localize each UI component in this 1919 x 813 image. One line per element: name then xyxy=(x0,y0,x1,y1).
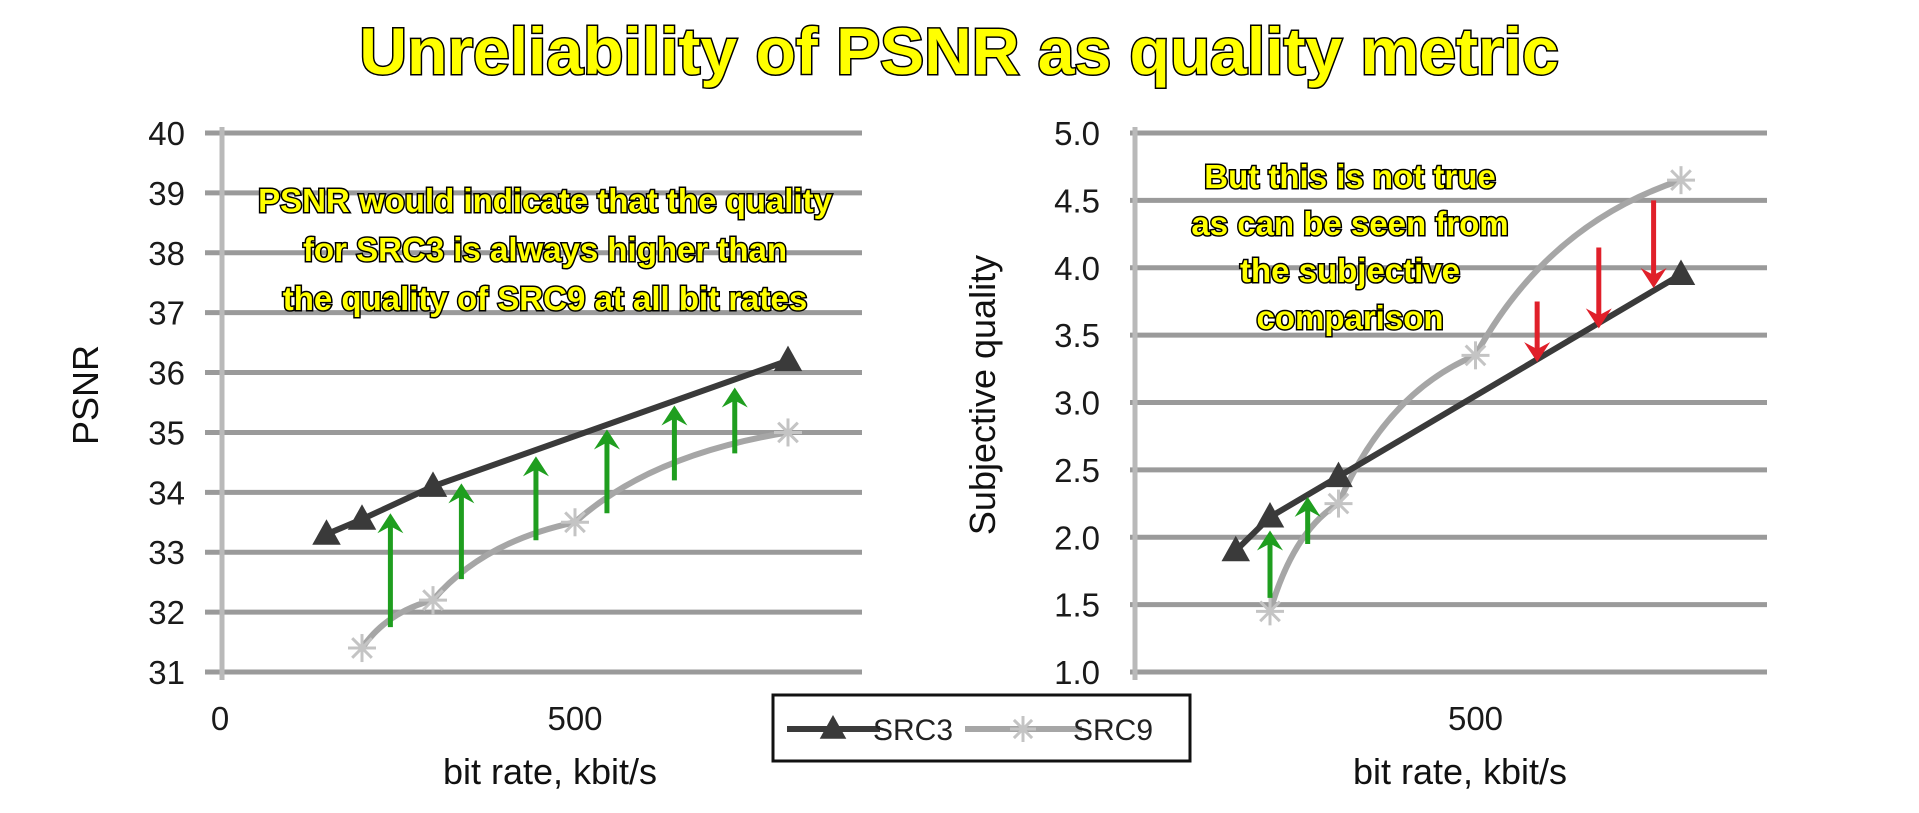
subjective-series-src9-point xyxy=(1256,597,1284,626)
psnr-arrow-up-head xyxy=(377,513,404,534)
subjective-series-src3-line xyxy=(1233,271,1683,553)
subjective-series-src3-point xyxy=(1324,461,1353,488)
subjective-y-tick-label: 3.5 xyxy=(1054,317,1100,354)
subjective-y-tick-label: 1.0 xyxy=(1054,654,1100,691)
psnr-y-axis-title: PSNR xyxy=(65,345,106,445)
subjective-x-axis-title: bit rate, kbit/s xyxy=(1353,751,1567,792)
psnr-series-src9-point xyxy=(348,634,376,663)
subjective-arrow-up-head xyxy=(1257,530,1283,551)
subjective-arrow-down xyxy=(1640,200,1667,288)
subjective-y-axis-title: Subjective quality xyxy=(962,255,1003,535)
psnr-series-src3-point xyxy=(347,504,377,530)
subjective-arrow-up xyxy=(1257,530,1283,598)
subjective-y-tick-label: 4.5 xyxy=(1054,182,1100,219)
psnr-y-tick-label: 31 xyxy=(148,654,185,691)
psnr-arrow-up xyxy=(593,429,620,514)
psnr-series-src3-point xyxy=(773,345,803,372)
psnr-y-tick-label: 38 xyxy=(148,235,185,272)
psnr-arrow-up-head xyxy=(661,405,688,426)
subjective-arrow-up-head xyxy=(1294,496,1321,517)
subjective-series-src3-point xyxy=(1255,502,1285,528)
psnr-y-tick-label: 40 xyxy=(148,115,185,152)
subjective-y-tick-label: 3.0 xyxy=(1054,385,1100,422)
legend-src3-marker xyxy=(819,715,847,739)
psnr-annotation-line: for SRC3 is always higher than xyxy=(303,231,787,268)
subjective-annotation-line: the subjective xyxy=(1240,252,1460,289)
legend-src9-star-stroke xyxy=(1012,718,1034,740)
chart-legend: SRC3 SRC9 xyxy=(771,693,1192,763)
psnr-series-src3-line xyxy=(325,357,790,538)
psnr-y-tick-label: 33 xyxy=(148,534,185,571)
psnr-arrow-up xyxy=(721,387,748,454)
psnr-arrow-up xyxy=(377,513,404,628)
subjective-y-tick-label: 2.0 xyxy=(1054,519,1100,556)
psnr-arrow-up xyxy=(522,456,549,541)
psnr-y-tick-label: 39 xyxy=(148,175,185,212)
subjective-arrow-down xyxy=(1524,301,1551,363)
psnr-series-src9-point-stroke xyxy=(564,511,586,534)
subjective-series-src9-point xyxy=(1461,341,1490,370)
psnr-x-tick-label: 500 xyxy=(547,700,602,737)
psnr-series-src9-point xyxy=(561,508,589,537)
psnr-y-tick-label: 36 xyxy=(148,355,185,392)
subjective-series-src3-point xyxy=(1221,535,1250,562)
subjective-y-tick-label: 4.0 xyxy=(1054,250,1100,287)
psnr-arrow-up-head xyxy=(448,483,475,504)
subjective-series-src3-point xyxy=(1666,259,1696,285)
subjective-y-tick-label: 1.5 xyxy=(1054,587,1100,624)
subjective-series-src9-point xyxy=(1667,166,1695,195)
psnr-arrow-up xyxy=(448,483,475,580)
psnr-series-src9-point-stroke xyxy=(351,637,373,659)
subjective-series-src9-point-stroke xyxy=(1259,600,1281,623)
subjective-arrow-down-head xyxy=(1524,342,1551,363)
subjective-series-src9-point-stroke xyxy=(1464,344,1487,367)
subjective-arrow-down-head xyxy=(1640,267,1667,288)
subjective-quality-chart: 1.0 1.5 2.0 2.5 3.0 3.5 4.0 4.5 5.0 500 bit rate, … xyxy=(962,115,1767,792)
subjective-series-src9-point-stroke xyxy=(1670,169,1692,192)
psnr-series-src9-line xyxy=(359,429,789,650)
legend-src9-marker xyxy=(1010,716,1036,742)
subjective-arrow-down xyxy=(1585,247,1612,329)
psnr-y-tick-label: 34 xyxy=(148,474,185,511)
psnr-annotation-line: the quality of SRC9 at all bit rates xyxy=(283,280,807,317)
subjective-y-tick-label: 5.0 xyxy=(1054,115,1100,152)
subjective-annotation-line: as can be seen from xyxy=(1191,205,1508,242)
subjective-x-tick-label: 500 xyxy=(1448,700,1503,737)
psnr-arrow-up-head xyxy=(522,456,549,477)
legend-src3-label: SRC3 xyxy=(873,714,953,747)
subjective-arrow-down-head xyxy=(1585,308,1612,329)
psnr-x-tick-label: 0 xyxy=(211,700,229,737)
slide-title: Unreliability of PSNR as quality metric xyxy=(359,14,1558,88)
psnr-series-src9-point-stroke xyxy=(777,421,799,444)
psnr-series-src9-point xyxy=(774,418,802,447)
psnr-arrow-up xyxy=(661,405,688,481)
psnr-series-src3-point xyxy=(418,471,448,497)
legend-src9-star xyxy=(1010,716,1036,742)
psnr-annotation-line: PSNR would indicate that the quality xyxy=(258,182,833,219)
psnr-arrow-up-head xyxy=(593,429,620,450)
subjective-annotation-line: But this is not true xyxy=(1204,158,1496,195)
psnr-series-src3-point xyxy=(312,519,341,545)
subjective-series-src9-point-stroke xyxy=(1327,492,1350,515)
subjective-series-src9-point xyxy=(1324,489,1353,518)
subjective-annotation-line: comparison xyxy=(1256,299,1443,336)
psnr-chart: 31 32 33 34 35 36 37 38 39 40 0 500 bit rate, kbit/s… xyxy=(65,115,862,792)
psnr-y-tick-label: 32 xyxy=(148,594,185,631)
psnr-x-axis-title: bit rate, kbit/s xyxy=(443,751,657,792)
legend-src9-label: SRC9 xyxy=(1073,714,1153,747)
psnr-arrow-up-head xyxy=(721,387,748,408)
psnr-series-src9-point xyxy=(419,586,447,615)
subjective-y-tick-label: 2.5 xyxy=(1054,452,1100,489)
psnr-series-src9-point-stroke xyxy=(422,589,444,611)
psnr-y-tick-label: 37 xyxy=(148,295,185,332)
psnr-y-tick-label: 35 xyxy=(148,414,185,451)
subjective-arrow-up xyxy=(1294,496,1321,544)
